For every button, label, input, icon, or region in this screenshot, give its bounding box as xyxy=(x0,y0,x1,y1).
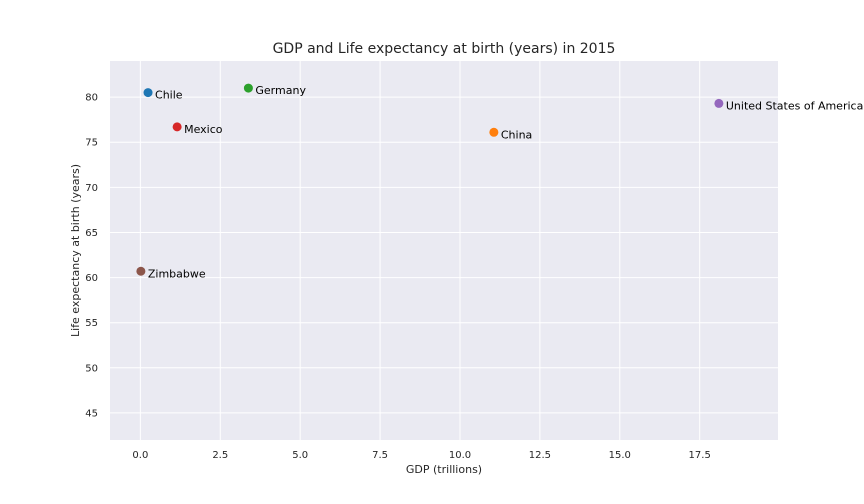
data-point xyxy=(489,127,499,137)
x-tick-label: 12.5 xyxy=(529,450,551,461)
y-tick-label: 45 xyxy=(85,408,98,419)
y-tick-label: 70 xyxy=(85,183,98,194)
x-tick-label: 15.0 xyxy=(609,450,631,461)
point-label: Zimbabwe xyxy=(148,267,206,280)
x-tick-label: 2.5 xyxy=(212,450,228,461)
y-axis-ticks: 45 50 55 60 65 70 75 80 xyxy=(85,93,98,420)
grid xyxy=(110,61,778,440)
x-tick-label: 5.0 xyxy=(292,450,308,461)
y-tick-label: 60 xyxy=(85,273,98,284)
y-tick-label: 80 xyxy=(85,93,98,104)
data-point xyxy=(243,83,253,93)
x-tick-label: 0.0 xyxy=(132,450,148,461)
y-tick-label: 65 xyxy=(85,228,98,239)
plot-area xyxy=(110,61,778,440)
y-axis-label: Life expectancy at birth (years) xyxy=(69,164,82,337)
point-label: Chile xyxy=(155,89,183,102)
point-label: Germany xyxy=(255,84,306,97)
data-point xyxy=(172,122,182,132)
data-point xyxy=(714,98,724,108)
data-points: Chile China Germany Mexico United States of … xyxy=(136,83,863,280)
x-axis-ticks: 0.0 2.5 5.0 7.5 10.0 12.5 15.0 17.5 xyxy=(132,450,710,461)
chart-title: GDP and Life expectancy at birth (years)… xyxy=(273,41,616,57)
data-point xyxy=(136,266,146,276)
point-label: Mexico xyxy=(184,123,223,136)
x-tick-label: 10.0 xyxy=(449,450,471,461)
point-label: China xyxy=(501,128,532,141)
y-tick-label: 75 xyxy=(85,138,98,149)
data-point xyxy=(143,88,153,98)
x-axis-label: GDP (trillions) xyxy=(406,463,482,476)
x-tick-label: 7.5 xyxy=(372,450,388,461)
y-tick-label: 55 xyxy=(85,318,98,329)
point-label: United States of America xyxy=(726,99,863,112)
y-tick-label: 50 xyxy=(85,363,98,374)
x-tick-label: 17.5 xyxy=(689,450,711,461)
